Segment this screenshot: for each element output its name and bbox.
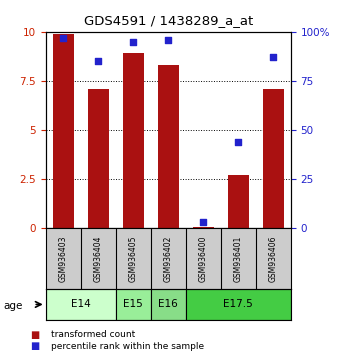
Bar — [53, 34, 74, 228]
Bar — [158, 65, 179, 228]
Point — [270, 55, 276, 60]
Bar — [151, 289, 186, 320]
Text: GSM936405: GSM936405 — [129, 235, 138, 282]
Point — [200, 219, 206, 225]
Bar — [228, 175, 249, 228]
Point — [166, 37, 171, 42]
Text: GSM936403: GSM936403 — [58, 235, 68, 282]
Point — [236, 139, 241, 145]
Text: age: age — [3, 301, 23, 311]
Text: E15: E15 — [123, 299, 143, 309]
Text: GDS4591 / 1438289_a_at: GDS4591 / 1438289_a_at — [84, 14, 254, 27]
Text: GSM936402: GSM936402 — [164, 235, 173, 282]
Text: E14: E14 — [71, 299, 91, 309]
Text: GSM936406: GSM936406 — [269, 235, 278, 282]
Bar — [88, 89, 108, 228]
Bar — [263, 89, 284, 228]
Text: E16: E16 — [158, 299, 178, 309]
Bar — [186, 289, 291, 320]
Text: GSM936400: GSM936400 — [199, 235, 208, 282]
Text: transformed count: transformed count — [51, 330, 135, 339]
Bar — [116, 289, 151, 320]
Text: percentile rank within the sample: percentile rank within the sample — [51, 342, 204, 351]
Bar — [193, 227, 214, 228]
Point — [61, 35, 66, 41]
Text: GSM936401: GSM936401 — [234, 235, 243, 282]
Bar — [46, 289, 116, 320]
Text: E17.5: E17.5 — [223, 299, 253, 309]
Point — [130, 39, 136, 45]
Point — [95, 58, 101, 64]
Text: ■: ■ — [30, 341, 40, 351]
Text: ■: ■ — [30, 330, 40, 339]
Bar — [123, 53, 144, 228]
Text: GSM936404: GSM936404 — [94, 235, 103, 282]
